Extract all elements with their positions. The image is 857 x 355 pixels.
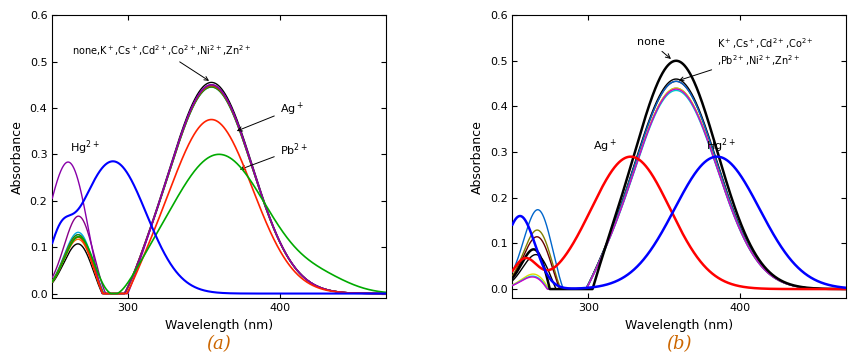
- Y-axis label: Absorbance: Absorbance: [11, 120, 24, 193]
- X-axis label: Wavelength (nm): Wavelength (nm): [165, 319, 273, 332]
- Text: Ag$^+$: Ag$^+$: [593, 138, 617, 155]
- X-axis label: Wavelength (nm): Wavelength (nm): [625, 319, 734, 332]
- Text: none,K$^+$,Cs$^+$,Cd$^{2+}$,Co$^{2+}$,Ni$^{2+}$,Zn$^{2+}$: none,K$^+$,Cs$^+$,Cd$^{2+}$,Co$^{2+}$,Ni…: [72, 43, 251, 80]
- Text: (a): (a): [207, 335, 231, 353]
- Text: Hg$^{2+}$: Hg$^{2+}$: [70, 139, 100, 157]
- Text: Pb$^{2+}$: Pb$^{2+}$: [241, 141, 308, 170]
- Text: K$^+$,Cs$^+$,Cd$^{2+}$,Co$^{2+}$
,Pb$^{2+}$,Ni$^{2+}$,Zn$^{2+}$: K$^+$,Cs$^+$,Cd$^{2+}$,Co$^{2+}$ ,Pb$^{2…: [680, 36, 813, 81]
- Text: none: none: [637, 37, 670, 58]
- Text: (b): (b): [667, 335, 692, 353]
- Y-axis label: Absorbance: Absorbance: [471, 120, 484, 193]
- Text: Ag$^+$: Ag$^+$: [237, 100, 303, 131]
- Text: Hg$^{2+}$: Hg$^{2+}$: [706, 137, 736, 155]
